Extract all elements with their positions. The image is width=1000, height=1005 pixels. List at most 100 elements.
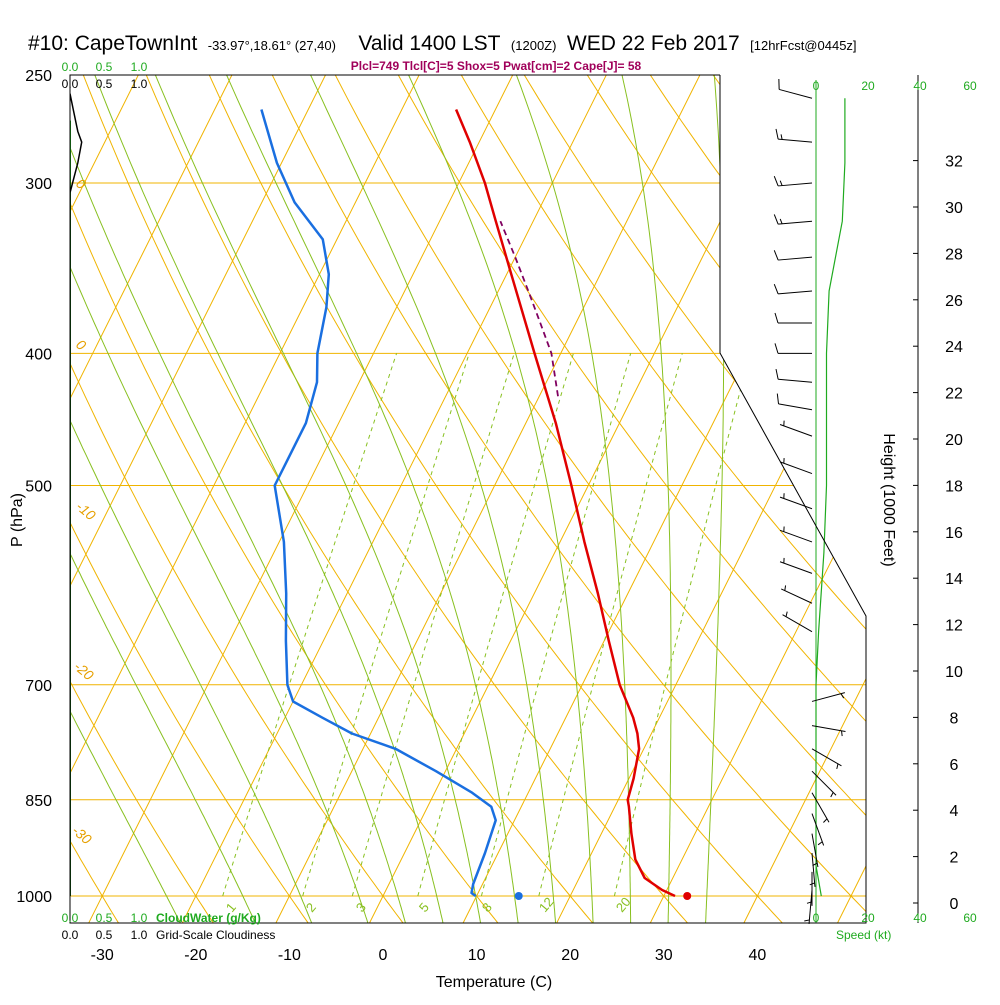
wind-barb-half-flag — [823, 819, 827, 823]
temperature-tick-label: 20 — [561, 947, 579, 964]
wind-barb-staff — [778, 183, 812, 186]
height-tick-label: 6 — [950, 757, 959, 774]
wind-barb-half-flag — [842, 731, 843, 736]
wind-barb — [781, 585, 812, 603]
wind-barb — [774, 250, 812, 260]
wind-barb-staff — [812, 726, 845, 732]
wind-barb — [812, 726, 845, 736]
isotherm-label: 10 — [749, 353, 780, 384]
wind-barb-staff — [781, 589, 812, 603]
x-axis-label: Temperature (C) — [436, 974, 552, 991]
moist-adiabat — [34, 51, 406, 925]
moist-adiabat — [146, 51, 481, 925]
cloudiness-scale-top: 0.0 — [62, 77, 79, 91]
wind-barb-flag — [775, 313, 778, 323]
wind-barb — [812, 693, 845, 702]
wind-barb — [777, 394, 812, 410]
height-tick-label: 20 — [945, 432, 963, 449]
wind-barb — [780, 421, 812, 436]
dry-adiabat — [510, 51, 1000, 925]
isotherm-line — [0, 51, 431, 925]
mixing-ratio-line — [418, 353, 574, 896]
wind-barb — [774, 284, 812, 294]
height-tick-label: 10 — [945, 664, 963, 681]
height-tick-label: 22 — [945, 386, 963, 403]
isotherm-line — [369, 51, 806, 925]
dry-adiabat-label: -30 — [69, 822, 95, 847]
wind-barb — [780, 558, 812, 573]
height-axis-label: Height (1000 Feet) — [880, 433, 897, 566]
valid-time: Valid 1400 LST — [358, 32, 500, 55]
wind-barb-half-flag — [804, 920, 809, 921]
dry-adiabat-label: -10 — [73, 498, 99, 523]
height-tick-label: 28 — [945, 246, 963, 263]
height-tick-label: 16 — [945, 525, 963, 542]
cloudiness-line — [70, 94, 82, 896]
temperature-tick-label: 0 — [379, 947, 388, 964]
cloudiness-scale-top: 0.5 — [96, 77, 113, 91]
dry-adiabat — [74, 51, 594, 925]
isotherm-line — [275, 51, 712, 925]
dry-adiabat — [136, 51, 689, 925]
cloudwater-scale-top: 0.5 — [96, 60, 113, 74]
cloudwater-label: CloudWater (g/Kg) — [156, 911, 261, 925]
wind-barb-half-flag — [780, 219, 782, 224]
temperature-tick-label: -20 — [184, 947, 207, 964]
height-tick-label: 30 — [945, 200, 963, 217]
dry-adiabat — [883, 51, 1000, 925]
cloudiness-scale-bottom: 0.0 — [62, 928, 79, 942]
cloudwater-scale-top: 0.0 — [62, 60, 79, 74]
temperature-tick-label: 30 — [655, 947, 673, 964]
wind-barb-half-flag — [837, 764, 838, 769]
pressure-tick-label: 300 — [25, 176, 52, 193]
cloudiness-scale-bottom: 0.5 — [96, 928, 113, 942]
pressure-tick-label: 250 — [25, 68, 52, 85]
isotherm-line — [930, 51, 1000, 925]
temperature-tick-label: 40 — [749, 947, 767, 964]
wind-speed-label: Speed (kt) — [836, 928, 891, 942]
wind-scale-bottom: 20 — [861, 911, 875, 925]
pressure-tick-label: 850 — [25, 793, 52, 810]
height-tick-label: 12 — [945, 618, 963, 635]
zulu-time: (1200Z) — [511, 38, 557, 53]
dry-adiabat — [323, 51, 974, 925]
height-tick-label: 4 — [950, 803, 959, 820]
wind-barb-half-flag — [831, 792, 833, 797]
plot-border — [70, 75, 866, 923]
wind-barb — [780, 526, 812, 541]
wind-barb — [804, 890, 812, 924]
cloudwater-scale-top: 1.0 — [131, 60, 148, 74]
y-axis-label: P (hPa) — [9, 493, 26, 547]
wind-panel — [774, 79, 845, 924]
wind-barb — [776, 129, 812, 142]
forecast-cycle: [12hrFcst@0445z] — [750, 38, 856, 53]
wind-barb — [776, 369, 812, 382]
wind-barb-staff — [780, 462, 812, 474]
wind-barb-half-flag — [780, 181, 782, 186]
wind-barb — [774, 214, 812, 224]
dewpoint-surface-marker — [515, 892, 523, 900]
moist-adiabat — [0, 51, 369, 925]
wind-barb-staff — [779, 404, 812, 410]
cloudwater-scale-bottom: 1.0 — [131, 911, 148, 925]
dry-adiabat — [448, 51, 1000, 925]
height-tick-label: 0 — [950, 896, 959, 913]
wind-barb — [779, 79, 812, 98]
pressure-tick-label: 1000 — [16, 889, 52, 906]
height-tick-label: 24 — [945, 339, 963, 356]
sounding-profiles — [261, 110, 691, 901]
wind-barb-half-flag — [786, 612, 787, 617]
wind-scale-bottom: 40 — [913, 911, 927, 925]
dry-adiabat — [385, 51, 1000, 925]
moist-adiabat — [616, 51, 671, 925]
wind-barb-staff — [809, 890, 812, 924]
dewpoint-line — [261, 110, 495, 897]
wind-barb-staff — [780, 497, 812, 509]
station-coords: -33.97°,18.61° (27,40) — [208, 38, 336, 53]
pressure-tick-label: 700 — [25, 678, 52, 695]
wind-barb-flag — [774, 176, 778, 186]
wind-barb-staff — [778, 379, 812, 382]
